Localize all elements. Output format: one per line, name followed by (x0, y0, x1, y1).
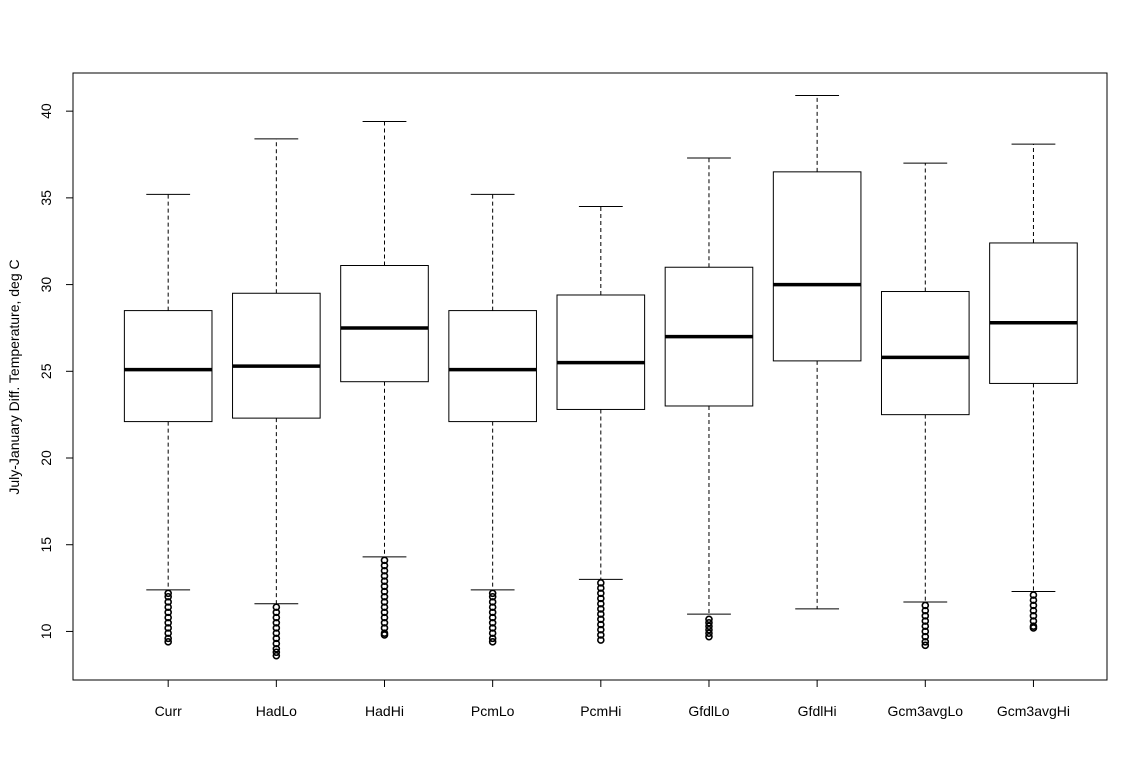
outlier-point (488, 638, 497, 646)
box-iqr (340, 265, 429, 383)
x-tick-label: Gcm3avgHi (997, 703, 1070, 719)
x-tick-label: GfdlLo (688, 703, 729, 719)
box-iqr (556, 294, 646, 410)
y-tick-label: 15 (38, 537, 54, 553)
outlier-point (488, 634, 497, 643)
y-tick-label: 20 (38, 450, 54, 466)
x-tick-label: Gcm3avgLo (888, 703, 964, 719)
outlier-point (705, 622, 713, 631)
y-tick-label: 35 (38, 190, 54, 206)
y-axis: 10 15 20 25 30 35 40 (38, 103, 74, 639)
box-PcmHi (556, 206, 646, 644)
x-tick-label: Curr (155, 703, 183, 719)
x-axis: Curr HadLo HadHi PcmLo PcmHi GfdlLo GfdlHi Gcm3… (155, 679, 1070, 719)
y-tick-label: 30 (38, 277, 54, 293)
y-tick-label: 40 (38, 103, 54, 119)
outlier-point (1029, 624, 1038, 632)
y-tick-label: 10 (38, 623, 54, 639)
outlier-point (164, 589, 172, 598)
box-iqr (232, 292, 321, 419)
box-Gcm3avgLo (880, 162, 970, 650)
outlier-point (164, 634, 172, 643)
outlier-point (705, 625, 713, 634)
y-axis-title: July-January Diff. Temperature, deg C (6, 259, 22, 494)
box-GfdlLo (664, 157, 754, 641)
outlier-point (272, 644, 281, 653)
box-GfdlHi (772, 95, 862, 610)
x-tick-label: PcmHi (580, 703, 621, 719)
box-PcmLo (448, 193, 537, 646)
box-iqr (989, 242, 1078, 384)
outlier-point (164, 638, 172, 646)
x-tick-label: GfdlHi (798, 703, 837, 719)
outlier-point (597, 636, 605, 644)
box-HadHi (340, 121, 429, 639)
box-Gcm3avgHi (989, 143, 1078, 632)
outlier-point (705, 629, 713, 637)
x-tick-label: PcmLo (471, 703, 515, 719)
outlier-point (921, 641, 930, 650)
box-iqr (772, 171, 862, 362)
outlier-point (705, 618, 713, 627)
outlier-point (272, 648, 281, 657)
outlier-point (705, 615, 713, 624)
y-tick-label: 25 (38, 363, 54, 379)
outlier-point (380, 631, 389, 639)
box-iqr (448, 310, 537, 423)
box-Curr (123, 193, 213, 646)
outlier-point (921, 638, 930, 646)
box-HadLo (232, 138, 321, 660)
x-tick-label: HadHi (365, 703, 404, 719)
x-tick-label: HadLo (256, 703, 297, 719)
boxes (123, 95, 1078, 660)
outlier-point (272, 651, 281, 660)
box-iqr (880, 291, 970, 416)
outlier-point (705, 632, 713, 641)
box-iqr (123, 310, 213, 423)
outlier-point (488, 589, 497, 598)
